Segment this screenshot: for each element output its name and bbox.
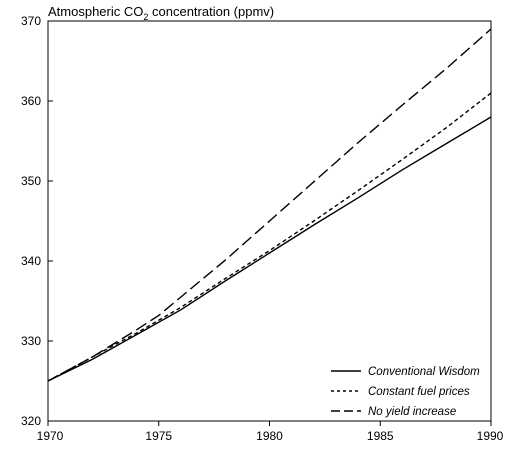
series-line-no-yield-increase: [47, 28, 492, 382]
x-tick-label: 1985: [367, 429, 394, 443]
x-tick-label: 1975: [145, 429, 172, 443]
chart-title-main: Atmospheric CO: [48, 4, 143, 19]
chart-title-rest: concentration (ppmv): [148, 4, 274, 19]
y-tick-label: 320: [21, 414, 41, 428]
y-tick-label: 360: [21, 94, 41, 108]
x-tick-label: 1980: [256, 429, 283, 443]
chart-title-subscript: 2: [143, 12, 148, 22]
legend-label-no-yield-increase: No yield increase: [368, 406, 456, 418]
x-tick-label: 1990: [477, 429, 504, 443]
series-line-conventional-wisdom: [47, 116, 492, 382]
legend-label-conventional-wisdom: Conventional Wisdom: [368, 366, 480, 378]
y-tick-label: 370: [21, 14, 41, 28]
y-axis: 320 330 340 350 360 370: [21, 14, 53, 428]
x-axis: 1970 1975 1980 1985 1990: [37, 421, 504, 443]
legend-label-constant-fuel-prices: Constant fuel prices: [368, 386, 470, 398]
y-tick-label: 330: [21, 334, 41, 348]
legend: Conventional Wisdom Constant fuel prices N…: [331, 366, 480, 418]
series-lines: [47, 28, 492, 382]
x-tick-label: 1970: [37, 429, 64, 443]
series-line-constant-fuel-prices: [47, 92, 492, 382]
y-tick-label: 340: [21, 254, 41, 268]
y-tick-label: 350: [21, 174, 41, 188]
chart-title: Atmospheric CO2 concentration (ppmv): [48, 4, 274, 22]
